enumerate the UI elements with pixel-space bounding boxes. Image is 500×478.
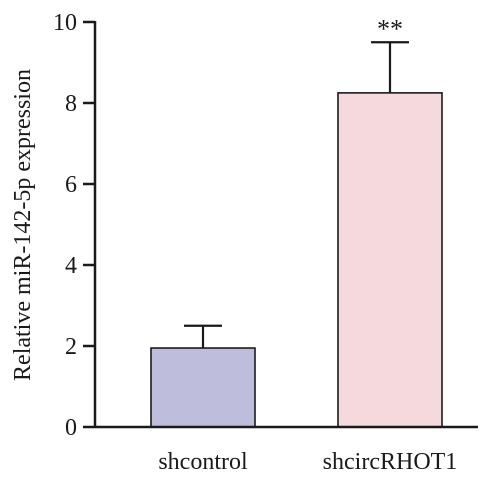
x-tick-label-shcontrol: shcontrol (158, 449, 248, 475)
y-tick-label-0: 0 (65, 415, 77, 441)
bar-shcircRHOT1 (337, 92, 443, 428)
y-tick-label-4: 4 (65, 253, 77, 279)
significance-label-shcircRHOT1: ** (377, 14, 403, 43)
x-tick-label-shcircRHOT1: shcircRHOT1 (323, 449, 458, 475)
y-tick-label-8: 8 (65, 91, 77, 117)
y-tick-label-6: 6 (65, 172, 77, 198)
y-tick-label-10: 10 (53, 10, 77, 36)
bar-shcontrol (150, 347, 256, 428)
y-tick-label-2: 2 (65, 334, 77, 360)
y-axis-title: Relative miR-142-5p expression (10, 69, 36, 381)
